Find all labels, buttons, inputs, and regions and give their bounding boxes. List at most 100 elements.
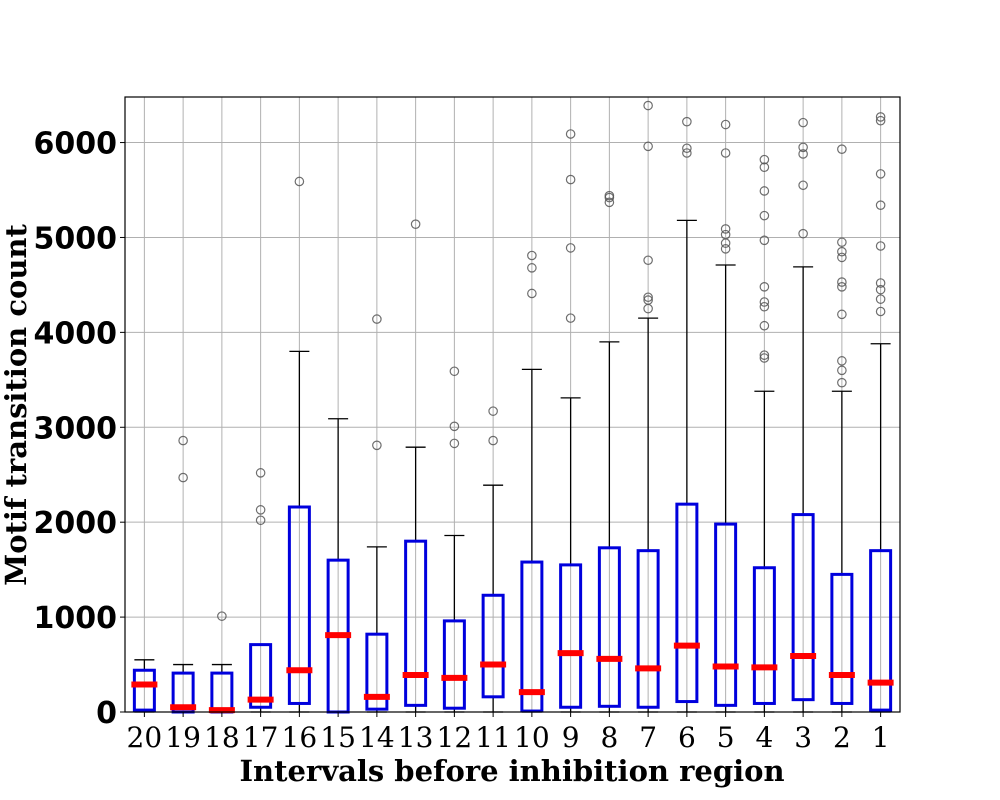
x-axis-label: Intervals before inhibition region	[239, 754, 784, 788]
flier-point	[372, 440, 382, 451]
y-tick-labels: 0 1000 2000 3000 4000 5000 6000	[34, 127, 125, 731]
flier-point	[604, 197, 615, 208]
flier-point	[837, 246, 847, 257]
flier-point	[720, 229, 731, 240]
flier-point	[294, 176, 305, 187]
flier-point	[488, 435, 498, 446]
boxes-layer	[131, 219, 894, 714]
box-iqr	[404, 539, 428, 707]
flier-point	[527, 263, 537, 273]
box-iqr	[287, 505, 311, 705]
box-iqr	[636, 549, 660, 709]
flier-point	[720, 244, 731, 254]
x-tick-label: 8	[600, 721, 618, 754]
flier-point	[837, 356, 847, 366]
box-group-8	[596, 341, 623, 713]
box-group-16	[286, 350, 313, 713]
flier-point	[875, 200, 886, 210]
x-tick-label: 16	[282, 721, 318, 754]
box-iqr	[132, 668, 156, 712]
flier-point	[217, 611, 227, 621]
flier-point	[682, 148, 692, 158]
flier-point	[837, 277, 847, 287]
fliers-layer	[178, 100, 886, 621]
flier-point	[875, 294, 886, 304]
box-iqr	[520, 560, 544, 713]
grid-lines	[125, 97, 900, 713]
flier-point	[759, 320, 770, 331]
flier-point	[837, 377, 847, 388]
flier-point	[449, 438, 460, 449]
flier-point	[875, 115, 886, 126]
box-iqr	[714, 522, 738, 707]
flier-point	[178, 435, 188, 446]
x-tick-label: 20	[127, 721, 163, 754]
flier-point	[565, 243, 576, 253]
x-tick-label: 9	[562, 721, 580, 754]
box-group-9	[557, 397, 584, 713]
plot-frame	[124, 96, 901, 713]
flier-point	[759, 154, 770, 165]
flier-point	[798, 117, 808, 128]
box-group-5	[712, 264, 739, 713]
box-iqr	[752, 566, 776, 705]
x-tick-label: 3	[794, 721, 812, 754]
x-tick-label: 7	[639, 721, 657, 754]
flier-point	[759, 162, 770, 173]
x-tick-label: 19	[165, 721, 201, 754]
box-group-13	[402, 446, 429, 713]
flier-point	[798, 142, 808, 153]
flier-point	[837, 365, 847, 376]
x-tick-label: 13	[398, 721, 434, 754]
flier-point	[798, 228, 808, 239]
y-tick-label: 1000	[34, 601, 118, 636]
box-iqr	[597, 546, 621, 708]
flier-point	[449, 421, 460, 432]
flier-point	[759, 282, 770, 292]
box-iqr	[249, 643, 273, 709]
flier-point	[759, 301, 770, 312]
flier-point	[875, 306, 886, 317]
y-tick-label: 6000	[34, 127, 118, 162]
x-tick-labels: 20 19 18 17 16 15 14 13 12 11 10 9 8 7 6 5 4 3 2 1	[127, 712, 890, 754]
flier-point	[759, 235, 770, 246]
flier-point	[759, 210, 770, 221]
flier-point	[875, 169, 886, 179]
box-group-4	[751, 390, 778, 713]
flier-point	[527, 288, 537, 299]
y-tick-label: 0	[96, 696, 117, 731]
flier-point	[372, 314, 382, 324]
flier-point	[759, 350, 770, 360]
flier-point	[255, 515, 266, 526]
box-iqr	[869, 549, 893, 712]
x-tick-label: 2	[833, 721, 851, 754]
box-iqr	[675, 502, 699, 704]
flier-point	[604, 190, 615, 201]
flier-point	[682, 116, 692, 127]
flier-point	[255, 505, 266, 515]
flier-point	[798, 180, 808, 191]
x-tick-label: 10	[514, 721, 550, 754]
x-tick-label: 6	[678, 721, 696, 754]
x-tick-label: 1	[872, 721, 890, 754]
flier-point	[449, 366, 460, 377]
box-iqr	[365, 632, 389, 711]
flier-point	[527, 250, 537, 261]
flier-point	[643, 141, 653, 152]
box-group-10	[518, 368, 545, 713]
flier-point	[759, 186, 770, 196]
y-axis-label: Motif transition count	[0, 223, 33, 585]
box-iqr	[830, 572, 854, 705]
box-iqr	[442, 619, 466, 710]
flier-point	[720, 224, 731, 234]
flier-point	[565, 129, 576, 139]
x-tick-label: 17	[243, 721, 279, 754]
flier-point	[798, 149, 808, 159]
flier-point	[720, 148, 731, 158]
y-tick-label: 5000	[34, 221, 118, 256]
flier-point	[643, 100, 653, 111]
flier-point	[255, 468, 266, 478]
flier-point	[875, 241, 886, 251]
flier-point	[837, 144, 847, 154]
